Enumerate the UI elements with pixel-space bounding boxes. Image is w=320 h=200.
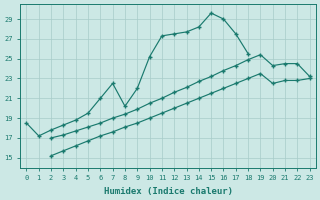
X-axis label: Humidex (Indice chaleur): Humidex (Indice chaleur) (104, 187, 233, 196)
